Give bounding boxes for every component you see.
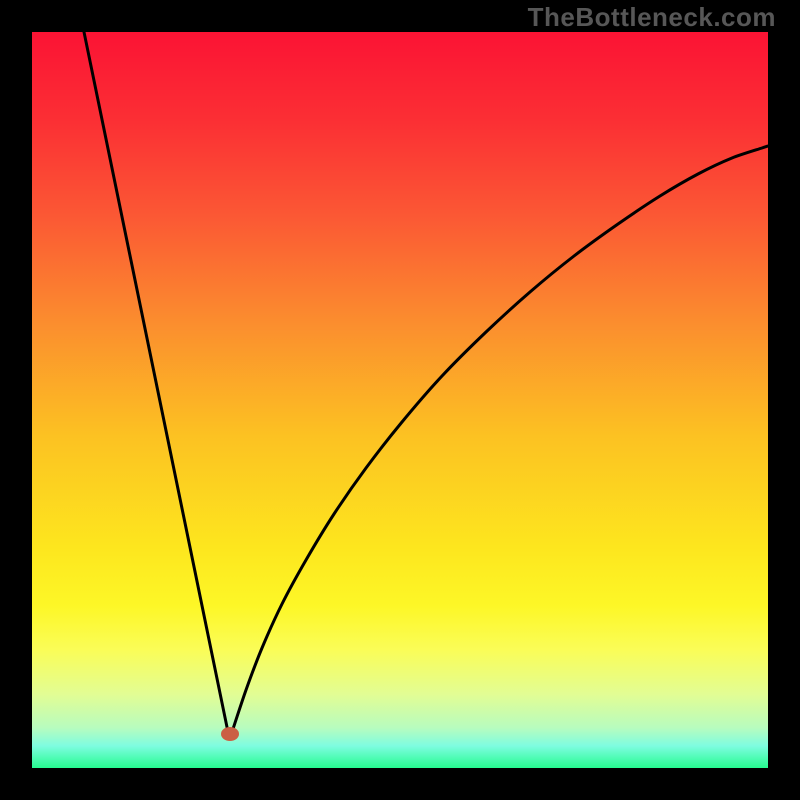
chart-frame: TheBottleneck.com bbox=[0, 0, 800, 800]
optimal-point-marker bbox=[221, 727, 239, 741]
watermark-text: TheBottleneck.com bbox=[528, 2, 776, 33]
bottleneck-curve bbox=[0, 0, 800, 800]
